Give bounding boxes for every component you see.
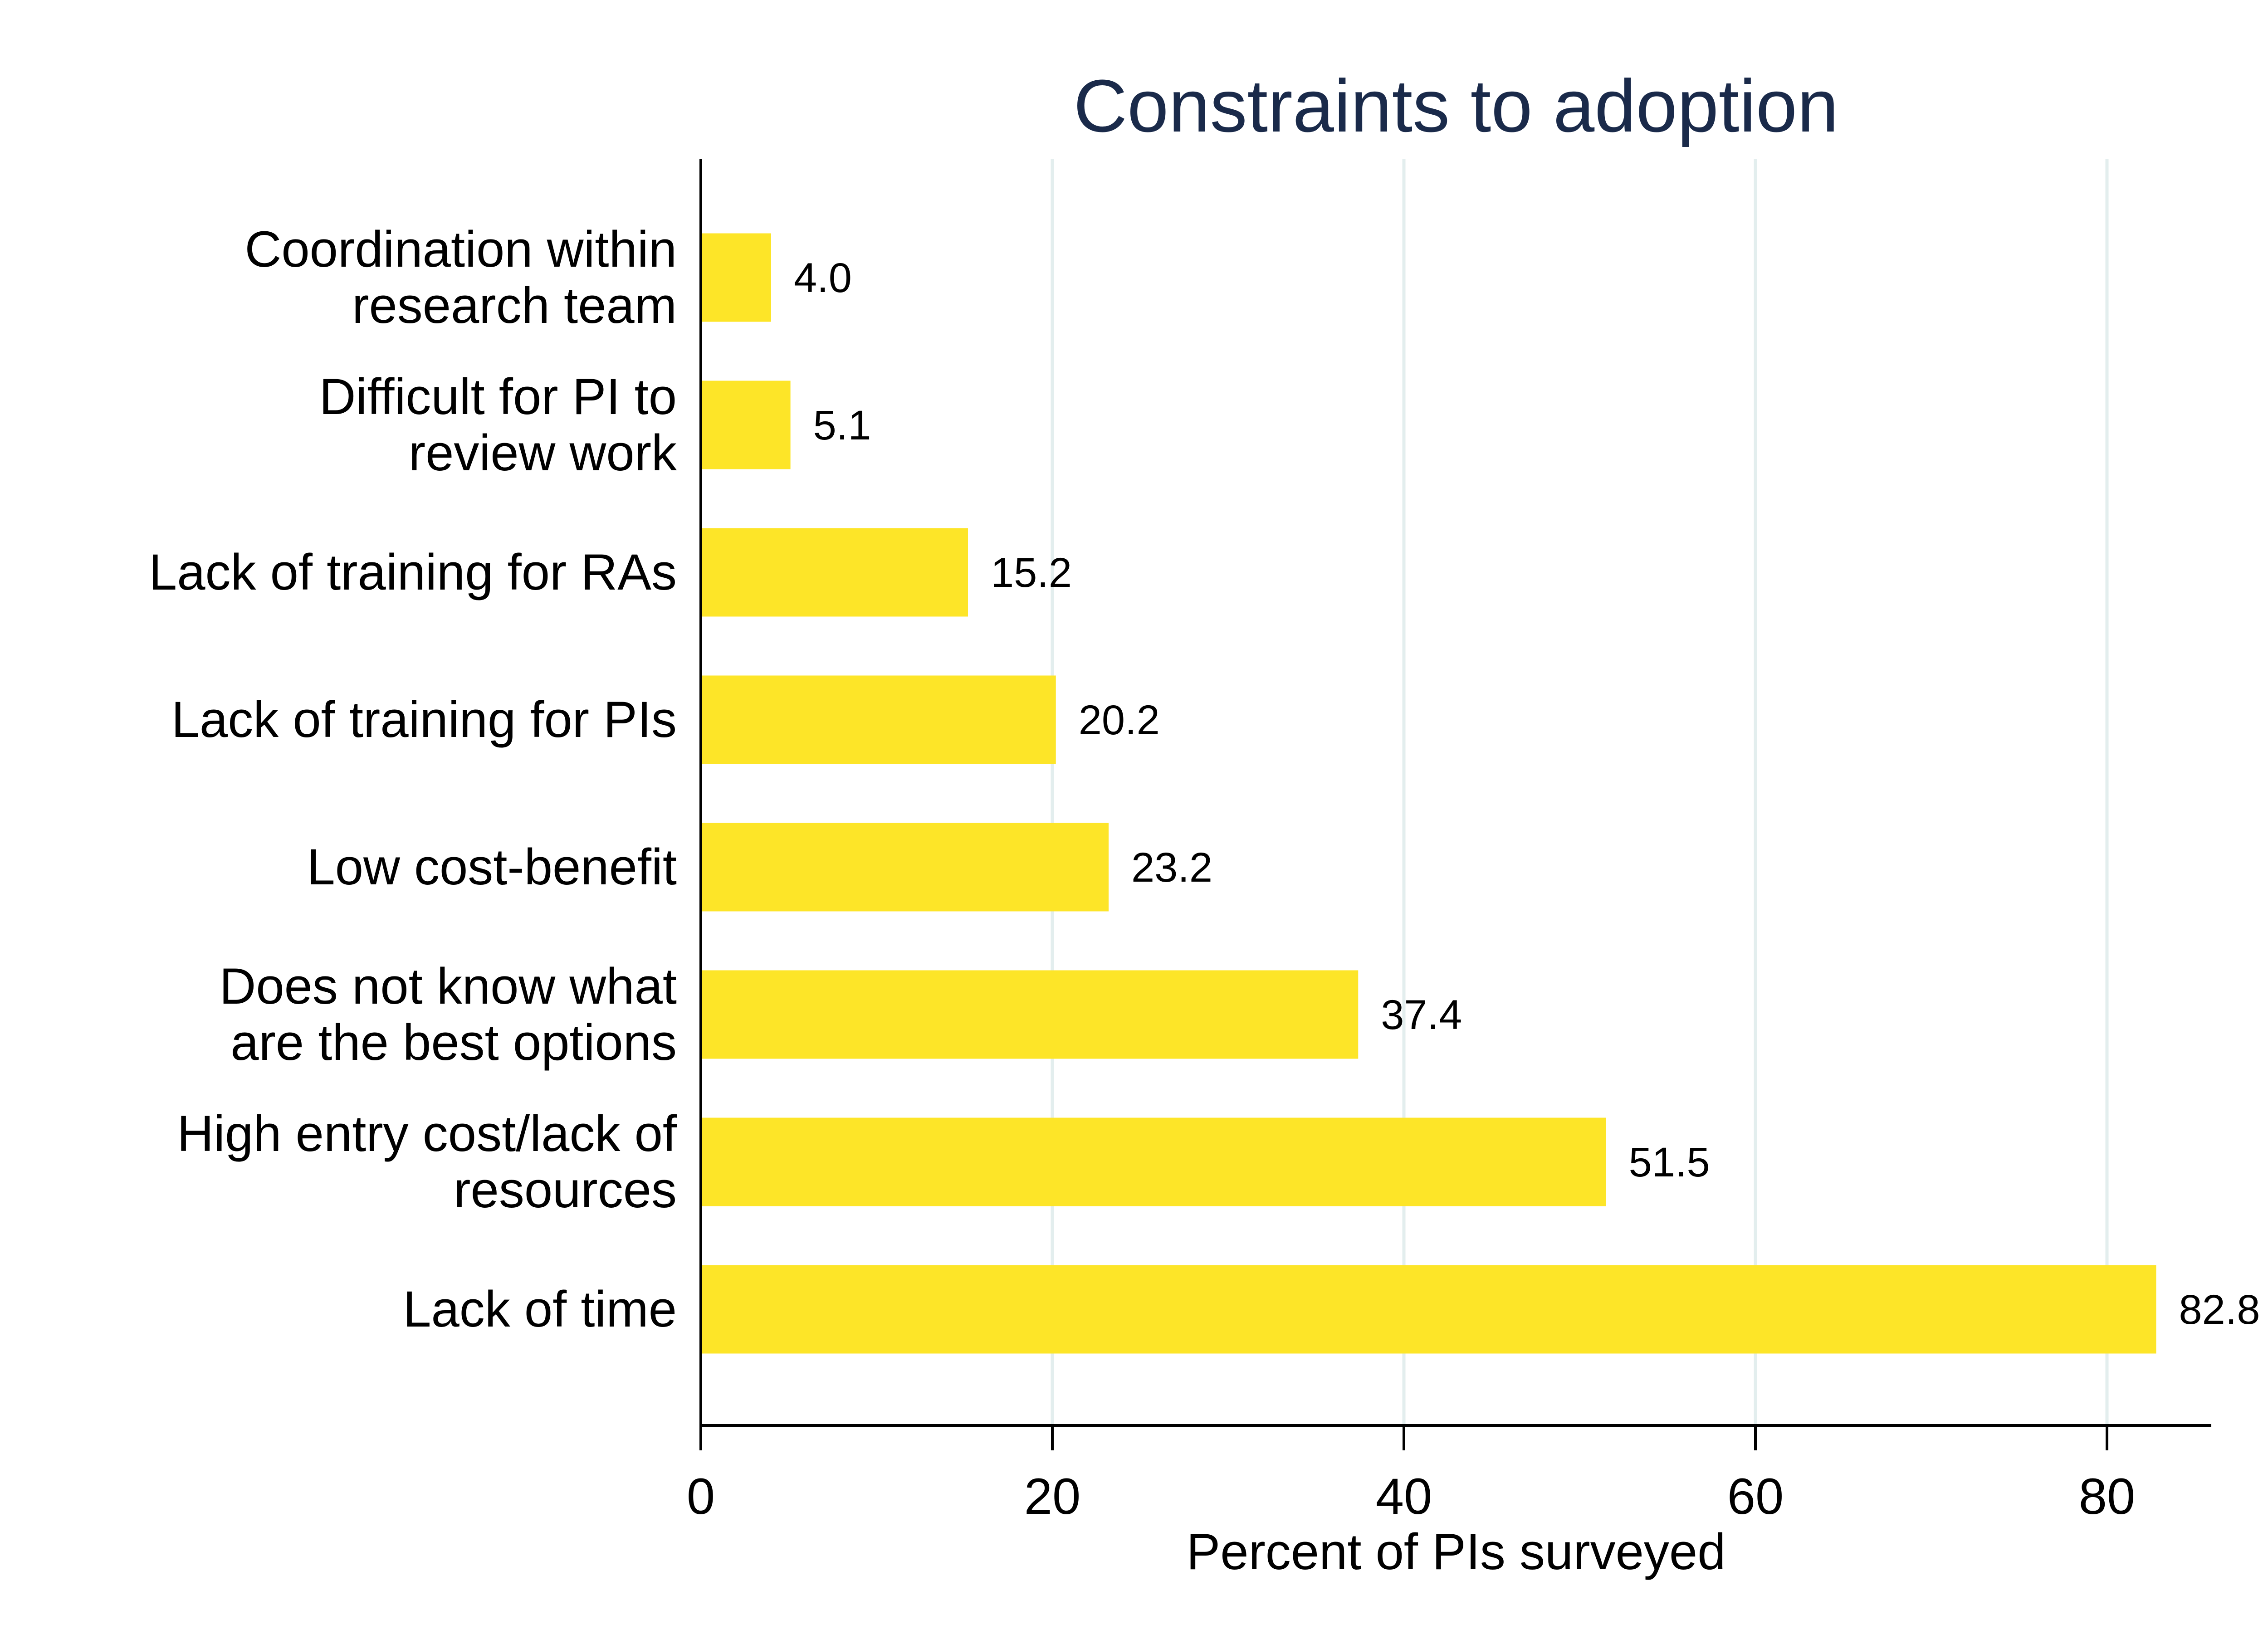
bar-5	[701, 970, 1359, 1059]
bar-4	[701, 823, 1109, 912]
value-label-5: 37.4	[1381, 992, 1462, 1038]
x-tick-label-80: 80	[2079, 1468, 2136, 1525]
category-label-5: Does not know what are the best options	[219, 958, 677, 1071]
value-label-1: 5.1	[813, 402, 871, 449]
category-label-3: Lack of training for PIs	[171, 691, 677, 748]
category-label-4: Low cost-benefit	[307, 839, 677, 895]
chart-title: Constraints to adoption	[1074, 64, 1839, 147]
bar-7	[701, 1265, 2156, 1354]
category-label-1: Difficult for PI to review work	[319, 368, 677, 481]
bar-6	[701, 1117, 1606, 1206]
category-label-6: High entry cost/lack of resources	[177, 1105, 677, 1218]
grid-lines	[1051, 159, 2109, 1425]
x-tick-label-0: 0	[687, 1468, 715, 1525]
value-label-7: 82.8	[2179, 1287, 2260, 1333]
bars	[701, 233, 2156, 1354]
category-labels: Coordination within research team Difficul…	[149, 221, 677, 1337]
axes	[699, 159, 2211, 1450]
bar-0	[701, 233, 771, 322]
category-label-0: Coordination within research team	[244, 221, 677, 334]
value-label-0: 4.0	[794, 255, 852, 301]
value-labels: 4.0 5.1 15.2 20.2 23.2 37.4 51.5 82.8	[794, 255, 2260, 1333]
x-tick-label-20: 20	[1024, 1468, 1081, 1525]
category-label-2: Lack of training for RAs	[149, 544, 677, 600]
category-label-7: Lack of time	[403, 1281, 677, 1337]
x-tick-label-40: 40	[1376, 1468, 1432, 1525]
value-label-4: 23.2	[1131, 844, 1212, 891]
x-tick-labels: 0 20 40 60 80	[687, 1468, 2135, 1525]
value-label-6: 51.5	[1629, 1139, 1710, 1186]
bar-1	[701, 381, 791, 469]
x-axis-title: Percent of PIs surveyed	[1186, 1523, 1725, 1580]
bar-3	[701, 675, 1056, 764]
x-tick-label-60: 60	[1727, 1468, 1784, 1525]
value-label-2: 15.2	[991, 550, 1072, 596]
value-label-3: 20.2	[1079, 697, 1160, 743]
bar-2	[701, 528, 968, 617]
